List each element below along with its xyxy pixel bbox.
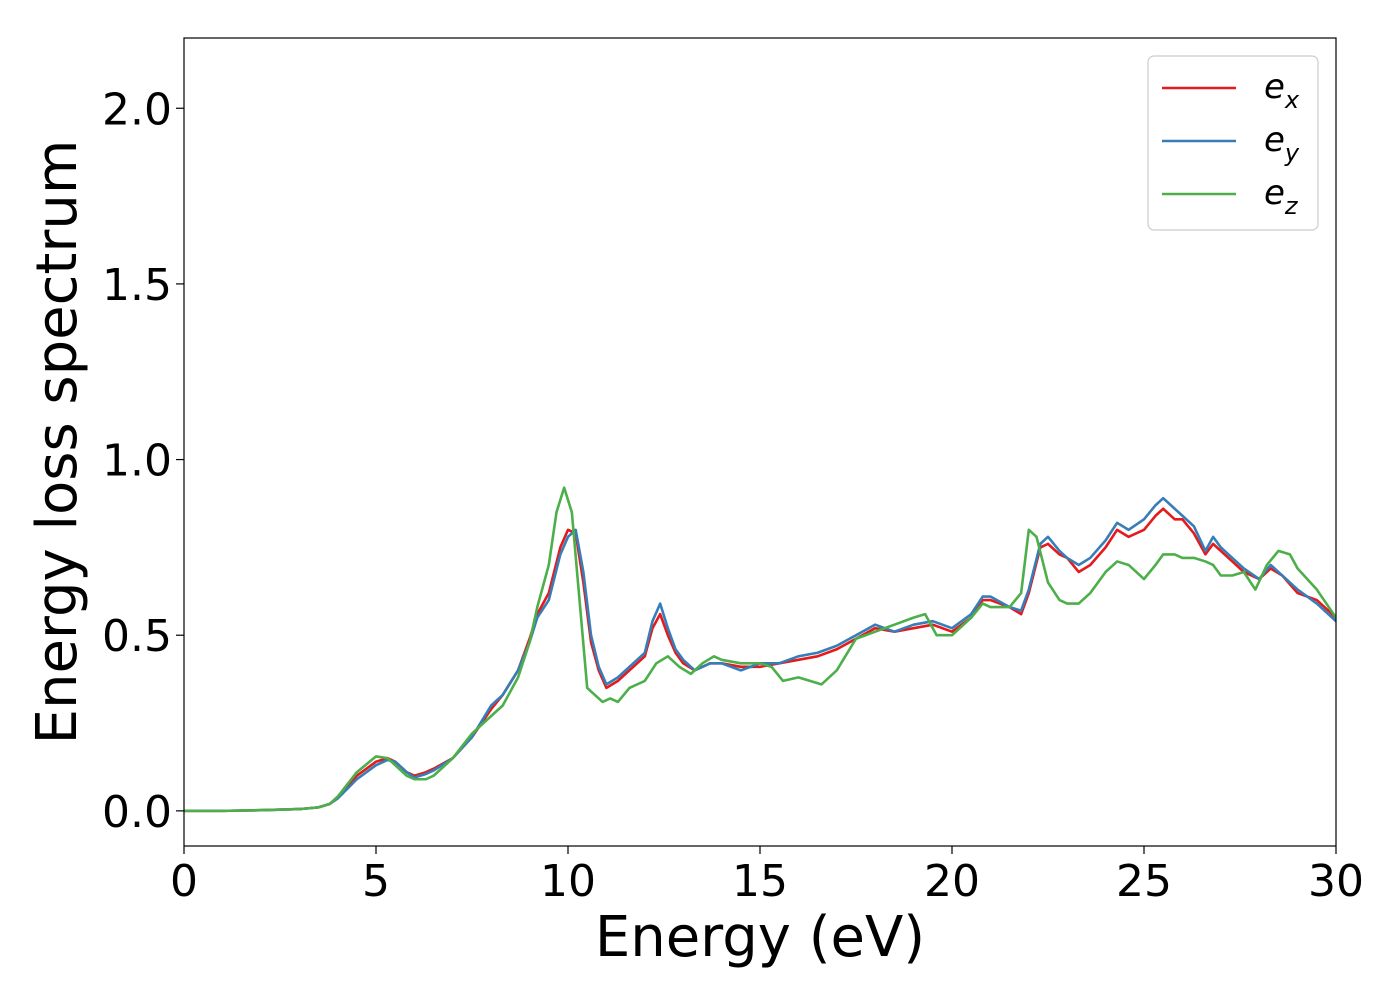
legend-label-base: e [1264,120,1285,160]
x-axis-ticks: 0 5 10 15 20 25 30 [170,846,1364,907]
y-tick-label: 0.5 [102,611,172,662]
x-axis-title: Energy (eV) [595,905,925,970]
x-tick-label: 25 [1116,856,1172,907]
legend-label-base: e [1264,173,1285,213]
legend-label-subscript: y [1284,139,1300,167]
x-tick-label: 10 [540,856,596,907]
series-layer [184,486,1336,813]
x-tick-label: 0 [170,856,198,907]
x-tick-label: 5 [362,856,390,907]
y-tick-label: 1.0 [102,436,172,487]
legend-frame [1147,55,1319,231]
y-axis-ticks: 0.0 0.5 1.0 1.5 2.0 [102,84,184,838]
legend-label-y: ey [1264,120,1300,167]
y-tick-label: 2.0 [102,84,172,135]
legend-label-subscript: z [1284,192,1299,220]
y-axis-title: Energy loss spectrum [25,140,90,745]
legend-label-subscript: x [1284,86,1300,114]
series-line-x [184,507,1336,813]
x-tick-label: 15 [732,856,788,907]
legend-label-base: e [1264,67,1285,107]
y-tick-label: 1.5 [102,260,172,311]
legend-label-x: ex [1264,67,1300,114]
legend-label-z: ez [1264,173,1299,220]
x-tick-label: 20 [924,856,980,907]
y-tick-label: 0.0 [102,787,172,838]
x-tick-label: 30 [1308,856,1364,907]
series-line-z [184,486,1336,813]
series-line-y [184,496,1336,813]
